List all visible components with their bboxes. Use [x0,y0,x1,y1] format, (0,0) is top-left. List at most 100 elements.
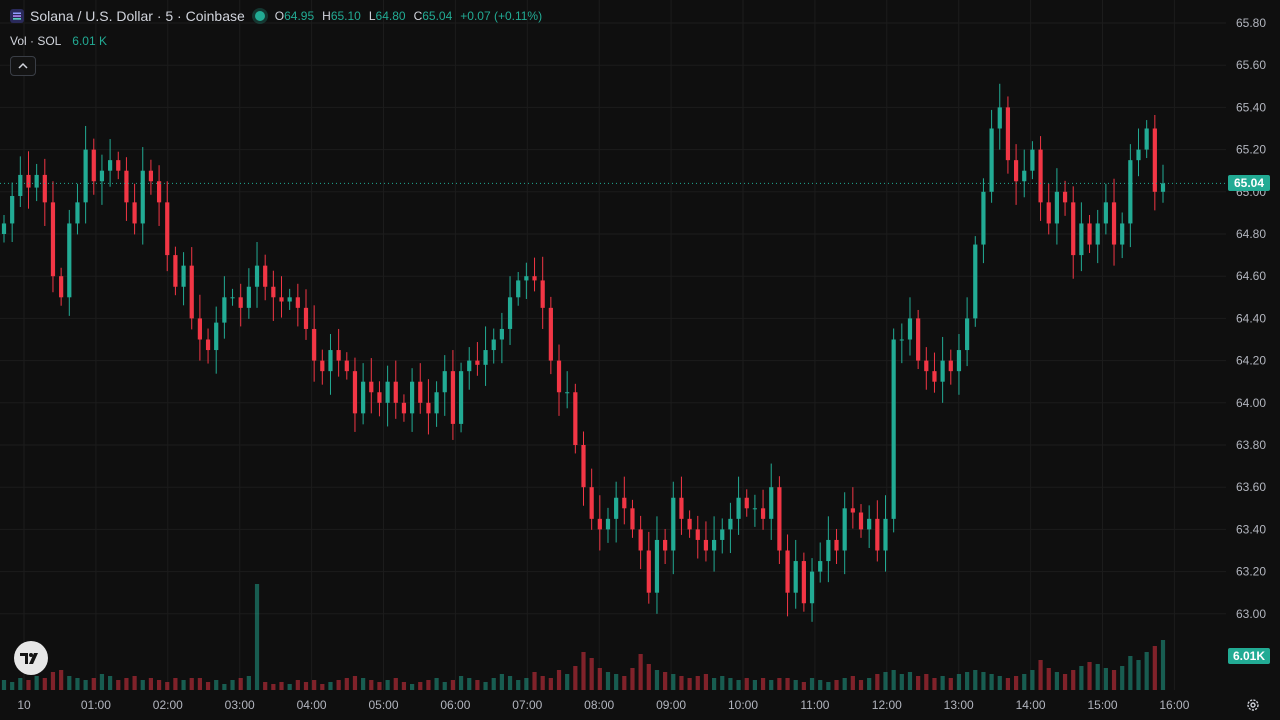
volume-bar [834,680,839,690]
volume-bar [687,678,692,690]
volume-bar [801,682,806,690]
volume-bar [18,678,23,690]
volume-bar [589,658,594,690]
price-tick: 63.60 [1236,480,1266,494]
collapse-legend-button[interactable] [10,56,36,76]
current-price-label: 65.04 [1228,175,1270,192]
candle-body [50,202,56,277]
candle-body [532,276,537,281]
volume-bar [736,680,741,690]
symbol-title[interactable]: Solana / U.S. Dollar · 5 · Coinbase [30,8,245,24]
volume-bar [1136,660,1141,690]
candle-body [148,170,154,182]
volume-bar [393,678,398,690]
volume-bar [434,678,439,690]
volume-bar [450,680,456,690]
candle-body [826,539,831,562]
candle-body [916,318,921,361]
volume-bar [916,676,921,690]
candle-body [499,328,504,340]
volume-bar [1013,676,1019,690]
candle-body [263,265,268,287]
volume-bar [989,674,994,690]
candle-body [1013,160,1019,182]
candle-body [434,392,439,414]
volume-bar [1038,660,1043,690]
time-tick: 11:00 [800,698,829,712]
volume-bar [809,678,815,690]
volume-bar [91,678,96,690]
volume-bar [336,680,341,690]
volume-bar [116,680,121,690]
volume-bar [695,676,700,690]
volume-label: Vol · SOL [10,34,61,48]
volume-bar [491,678,496,690]
candle-body [467,360,472,372]
candle-body [883,518,888,551]
candle-body [1071,202,1076,256]
candle-body [116,160,121,171]
candle-body [1160,183,1166,192]
volume-bar [842,678,847,690]
volume-bar [1095,664,1100,690]
symbol-icon [10,9,24,23]
candle-body [140,170,145,224]
candle-body [981,191,986,245]
volume-bar [981,672,986,690]
price-tick: 63.20 [1236,565,1266,579]
candle-body [1079,223,1084,256]
candle-body [181,265,186,287]
candle-body [948,360,953,372]
tradingview-logo-icon[interactable] [14,641,48,675]
candle-body [361,381,366,414]
candle-body [1120,223,1125,245]
volume-bar [924,674,929,690]
market-open-dot-icon [254,11,265,21]
volume-bar [467,678,472,690]
volume-bar [352,676,358,690]
volume-bar [320,684,325,690]
volume-bar [214,680,219,690]
candle-body [328,350,333,372]
time-tick: 05:00 [368,698,398,712]
candle-body [899,339,904,341]
candle-body [336,350,341,361]
time-axis[interactable]: 10 01:00 02:00 03:00 04:00 05:00 06:00 07:00 08:… [17,698,1189,712]
price-axis[interactable]: 65.8065.6065.4065.2065.0064.8064.6064.40… [1236,16,1266,621]
volume-bars [1,584,1166,690]
volume-legend[interactable]: Vol · SOL 6.01 K [10,34,107,48]
price-tick: 65.60 [1236,58,1266,72]
volume-bar [883,672,888,690]
volume-bar [597,668,602,690]
gear-icon[interactable] [1244,696,1262,714]
volume-bar [50,672,56,690]
volume-bar [752,680,758,690]
candle-body [711,539,717,551]
volume-bar [679,676,684,690]
volume-bar [573,666,578,690]
volume-bar [973,670,978,690]
candle-body [312,328,317,361]
volume-bar [377,682,382,690]
price-tick: 63.40 [1236,522,1266,536]
volume-bar [646,664,651,690]
candle-body [891,339,896,519]
time-tick: 09:00 [656,698,686,712]
volume-bar [197,678,202,690]
volume-bar [867,678,872,690]
volume-bar [246,676,251,690]
ohlc-close: C65.04 [413,9,453,23]
candle-body [932,371,937,382]
price-tick: 65.80 [1236,16,1266,30]
candle-body [246,286,251,308]
volume-bar [1152,646,1157,690]
candlestick-series [1,83,1166,622]
candle-body [458,371,464,424]
volume-bar [671,674,676,690]
candle-body [638,529,643,551]
price-tick: 63.80 [1236,438,1266,452]
candle-body [254,265,260,287]
candle-body [777,487,782,551]
volume-bar [1144,652,1149,690]
